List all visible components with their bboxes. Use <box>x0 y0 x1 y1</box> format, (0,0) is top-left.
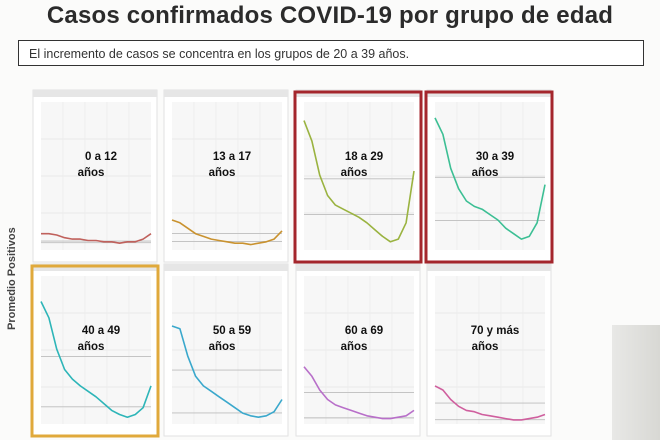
panel-strip <box>427 264 551 271</box>
panel-label-line2: años <box>78 341 105 353</box>
panel-label-line1: 70 y más <box>471 325 520 337</box>
series-line <box>303 120 415 243</box>
panel-label-line1: 50 a 59 <box>213 325 251 337</box>
panel-label-line2: años <box>472 341 499 353</box>
panel-label-line2: años <box>209 167 236 179</box>
panel-4: 30 a 39 años <box>424 89 554 264</box>
panel-3: 18 a 29 años <box>293 89 423 264</box>
highlight-frame <box>293 90 423 264</box>
panel-label-line2: años <box>209 341 236 353</box>
panel-7: 60 a 69 años <box>295 263 421 437</box>
series-line <box>40 301 152 418</box>
panel-label-line1: 60 a 69 <box>345 325 383 337</box>
subtitle-box: El incremento de casos se concentra en l… <box>18 40 644 66</box>
series-line <box>434 385 546 421</box>
panel-label-line1: 13 a 17 <box>213 151 251 163</box>
series-line <box>303 366 415 420</box>
video-thumbnail-edge <box>612 325 660 440</box>
panel-label-line1: 18 a 29 <box>345 151 383 163</box>
highlight-frame <box>424 90 554 264</box>
panel-strip <box>33 90 157 97</box>
panel-label-line2: años <box>341 167 368 179</box>
page-title: Casos confirmados COVID-19 por grupo de … <box>46 2 614 29</box>
panel-1: 0 a 12 años <box>32 89 158 263</box>
panel-label-line2: años <box>341 341 368 353</box>
series-line <box>171 219 283 246</box>
panel-strip <box>296 264 420 271</box>
panel-2: 13 a 17 años <box>163 89 289 263</box>
panel-label-line2: años <box>78 167 105 179</box>
subtitle-text: El incremento de casos se concentra en l… <box>29 47 410 61</box>
series-line <box>171 325 283 418</box>
panel-8: 70 y más años <box>426 263 552 437</box>
highlight-frame <box>30 264 160 438</box>
panel-label-line2: años <box>472 167 499 179</box>
panel-5: 40 a 49 años <box>30 263 160 438</box>
panel-strip <box>164 90 288 97</box>
panel-label-line1: 40 a 49 <box>82 325 120 337</box>
series-line <box>434 117 546 240</box>
panel-6: 50 a 59 años <box>163 263 289 437</box>
panel-strip <box>164 264 288 271</box>
series-line <box>41 232 152 244</box>
panel-label-line1: 0 a 12 <box>85 151 117 163</box>
panel-label-line1: 30 a 39 <box>476 151 514 163</box>
